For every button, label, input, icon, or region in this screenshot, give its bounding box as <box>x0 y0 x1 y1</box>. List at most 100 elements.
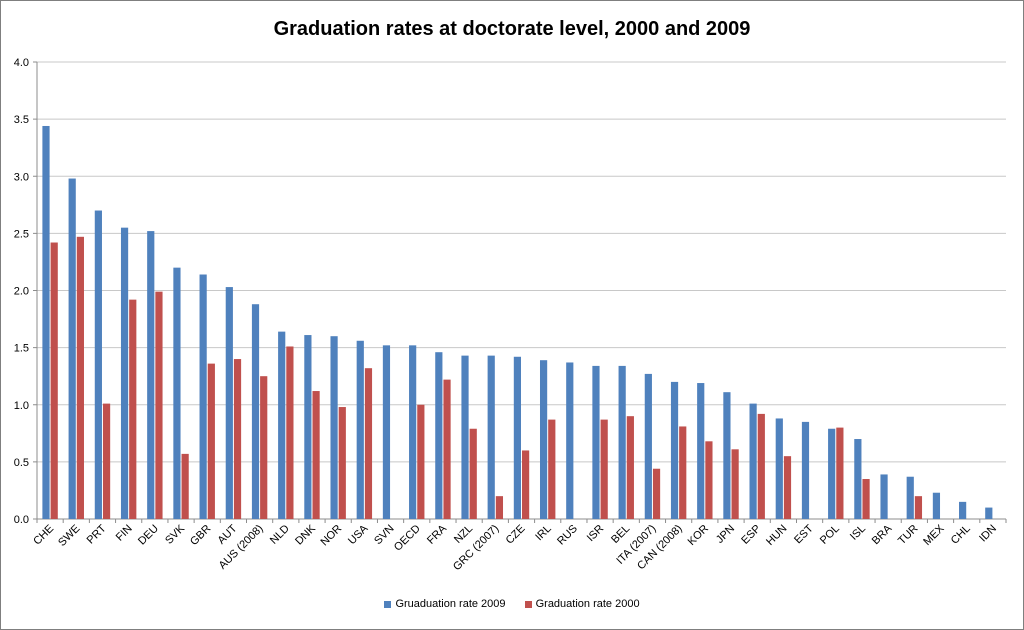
x-tick-label: FRA <box>425 522 450 547</box>
bar-aut-2009 <box>226 287 233 519</box>
bar-dnk-2009 <box>304 335 311 519</box>
bar-swe-2009 <box>69 179 76 519</box>
bar-che-2009 <box>42 126 49 519</box>
bar-cze-2000 <box>522 450 529 519</box>
x-tick-label: DEU <box>136 523 161 548</box>
bar-mex-2009 <box>933 493 940 519</box>
legend: Gruaduation rate 2009 Graduation rate 20… <box>0 598 1024 611</box>
x-tick-label: JPN <box>714 523 737 546</box>
bar-nzl-2009 <box>461 356 468 519</box>
bar-can-2008-2009 <box>671 382 678 519</box>
bar-nor-2009 <box>330 336 337 519</box>
bar-cze-2009 <box>514 357 521 519</box>
bar-aus-2008-2000 <box>260 376 267 519</box>
x-tick-label: ISL <box>848 523 868 543</box>
x-tick-label: HUN <box>764 523 789 548</box>
bar-kor-2009 <box>697 383 704 519</box>
bar-aus-2008-2009 <box>252 304 259 519</box>
y-tick-label: 0.5 <box>14 457 29 469</box>
x-tick-label: NZL <box>452 523 475 546</box>
bar-fra-2000 <box>443 380 450 519</box>
y-tick-label: 0.0 <box>14 514 29 526</box>
bar-kor-2000 <box>705 441 712 519</box>
bar-hun-2009 <box>776 418 783 519</box>
bar-hun-2000 <box>784 456 791 519</box>
y-tick-label: 2.0 <box>14 286 29 298</box>
bar-dnk-2000 <box>312 391 319 519</box>
bar-gbr-2000 <box>208 364 215 519</box>
bar-bel-2009 <box>619 366 626 519</box>
x-tick-label: CHL <box>949 523 973 547</box>
x-tick-label: FIN <box>114 523 135 544</box>
legend-item-2009: Gruaduation rate 2009 <box>384 598 505 610</box>
bar-pol-2009 <box>828 429 835 519</box>
bar-deu-2000 <box>155 292 162 519</box>
x-tick-label: DNK <box>293 522 318 547</box>
bar-esp-2009 <box>750 404 757 519</box>
bar-nld-2009 <box>278 332 285 519</box>
bar-nor-2000 <box>339 407 346 519</box>
x-tick-label: ISR <box>585 523 606 544</box>
bar-prt-2000 <box>103 404 110 519</box>
bar-isl-2009 <box>854 439 861 519</box>
y-tick-label: 1.5 <box>14 343 29 355</box>
x-tick-label: RUS <box>555 523 580 548</box>
bar-oecd-2009 <box>409 345 416 519</box>
legend-swatch-2000 <box>525 601 532 608</box>
y-tick-label: 1.0 <box>14 400 29 412</box>
bar-ita-2007-2009 <box>645 374 652 519</box>
x-tick-label: SWE <box>56 523 82 549</box>
bar-chl-2009 <box>959 502 966 519</box>
bar-bel-2000 <box>627 416 634 519</box>
x-tick-label: IDN <box>977 523 999 545</box>
bar-nld-2000 <box>286 346 293 519</box>
bar-fin-2000 <box>129 300 136 519</box>
bar-isl-2000 <box>862 479 869 519</box>
y-tick-label: 3.5 <box>14 114 29 126</box>
bar-aut-2000 <box>234 359 241 519</box>
bar-tur-2000 <box>915 496 922 519</box>
x-tick-label: TUR <box>896 523 921 548</box>
bar-jpn-2000 <box>732 449 739 519</box>
bar-deu-2009 <box>147 231 154 519</box>
bar-svk-2000 <box>182 454 189 519</box>
legend-item-2000: Graduation rate 2000 <box>525 598 640 610</box>
bar-nzl-2000 <box>470 429 477 519</box>
x-tick-label: POL <box>818 523 842 547</box>
bar-svk-2009 <box>173 268 180 519</box>
bar-irl-2000 <box>548 420 555 519</box>
x-tick-label: BRA <box>870 522 895 547</box>
bar-grc-2007-2009 <box>488 356 495 519</box>
bar-rus-2009 <box>566 362 573 519</box>
x-tick-label: BEL <box>609 523 632 546</box>
bar-oecd-2000 <box>417 405 424 519</box>
x-tick-label: SVK <box>163 522 188 547</box>
bar-usa-2009 <box>357 341 364 519</box>
bar-fin-2009 <box>121 228 128 519</box>
x-tick-label: KOR <box>686 523 711 548</box>
bar-usa-2000 <box>365 368 372 519</box>
legend-swatch-2009 <box>384 601 391 608</box>
bar-svn-2009 <box>383 345 390 519</box>
bar-swe-2000 <box>77 237 84 519</box>
x-tick-label: PRT <box>85 522 109 546</box>
bar-idn-2009 <box>985 508 992 519</box>
x-tick-label: CZE <box>504 523 528 547</box>
x-tick-label: IRL <box>533 523 554 544</box>
bar-est-2009 <box>802 422 809 519</box>
x-tick-label: GBR <box>188 523 213 548</box>
x-tick-label: EST <box>792 522 816 546</box>
bar-che-2000 <box>51 243 58 519</box>
bar-tur-2009 <box>907 477 914 519</box>
y-tick-label: 3.0 <box>14 171 29 183</box>
bar-fra-2009 <box>435 352 442 519</box>
bar-bra-2009 <box>880 474 887 519</box>
x-tick-label: CHE <box>31 523 56 548</box>
x-tick-label: NOR <box>319 523 345 549</box>
legend-label-2009: Gruaduation rate 2009 <box>395 598 505 610</box>
bar-isr-2009 <box>592 366 599 519</box>
x-tick-label: OECD <box>392 523 423 554</box>
bar-isr-2000 <box>601 420 608 519</box>
bar-grc-2007-2000 <box>496 496 503 519</box>
x-tick-label: USA <box>346 522 371 547</box>
